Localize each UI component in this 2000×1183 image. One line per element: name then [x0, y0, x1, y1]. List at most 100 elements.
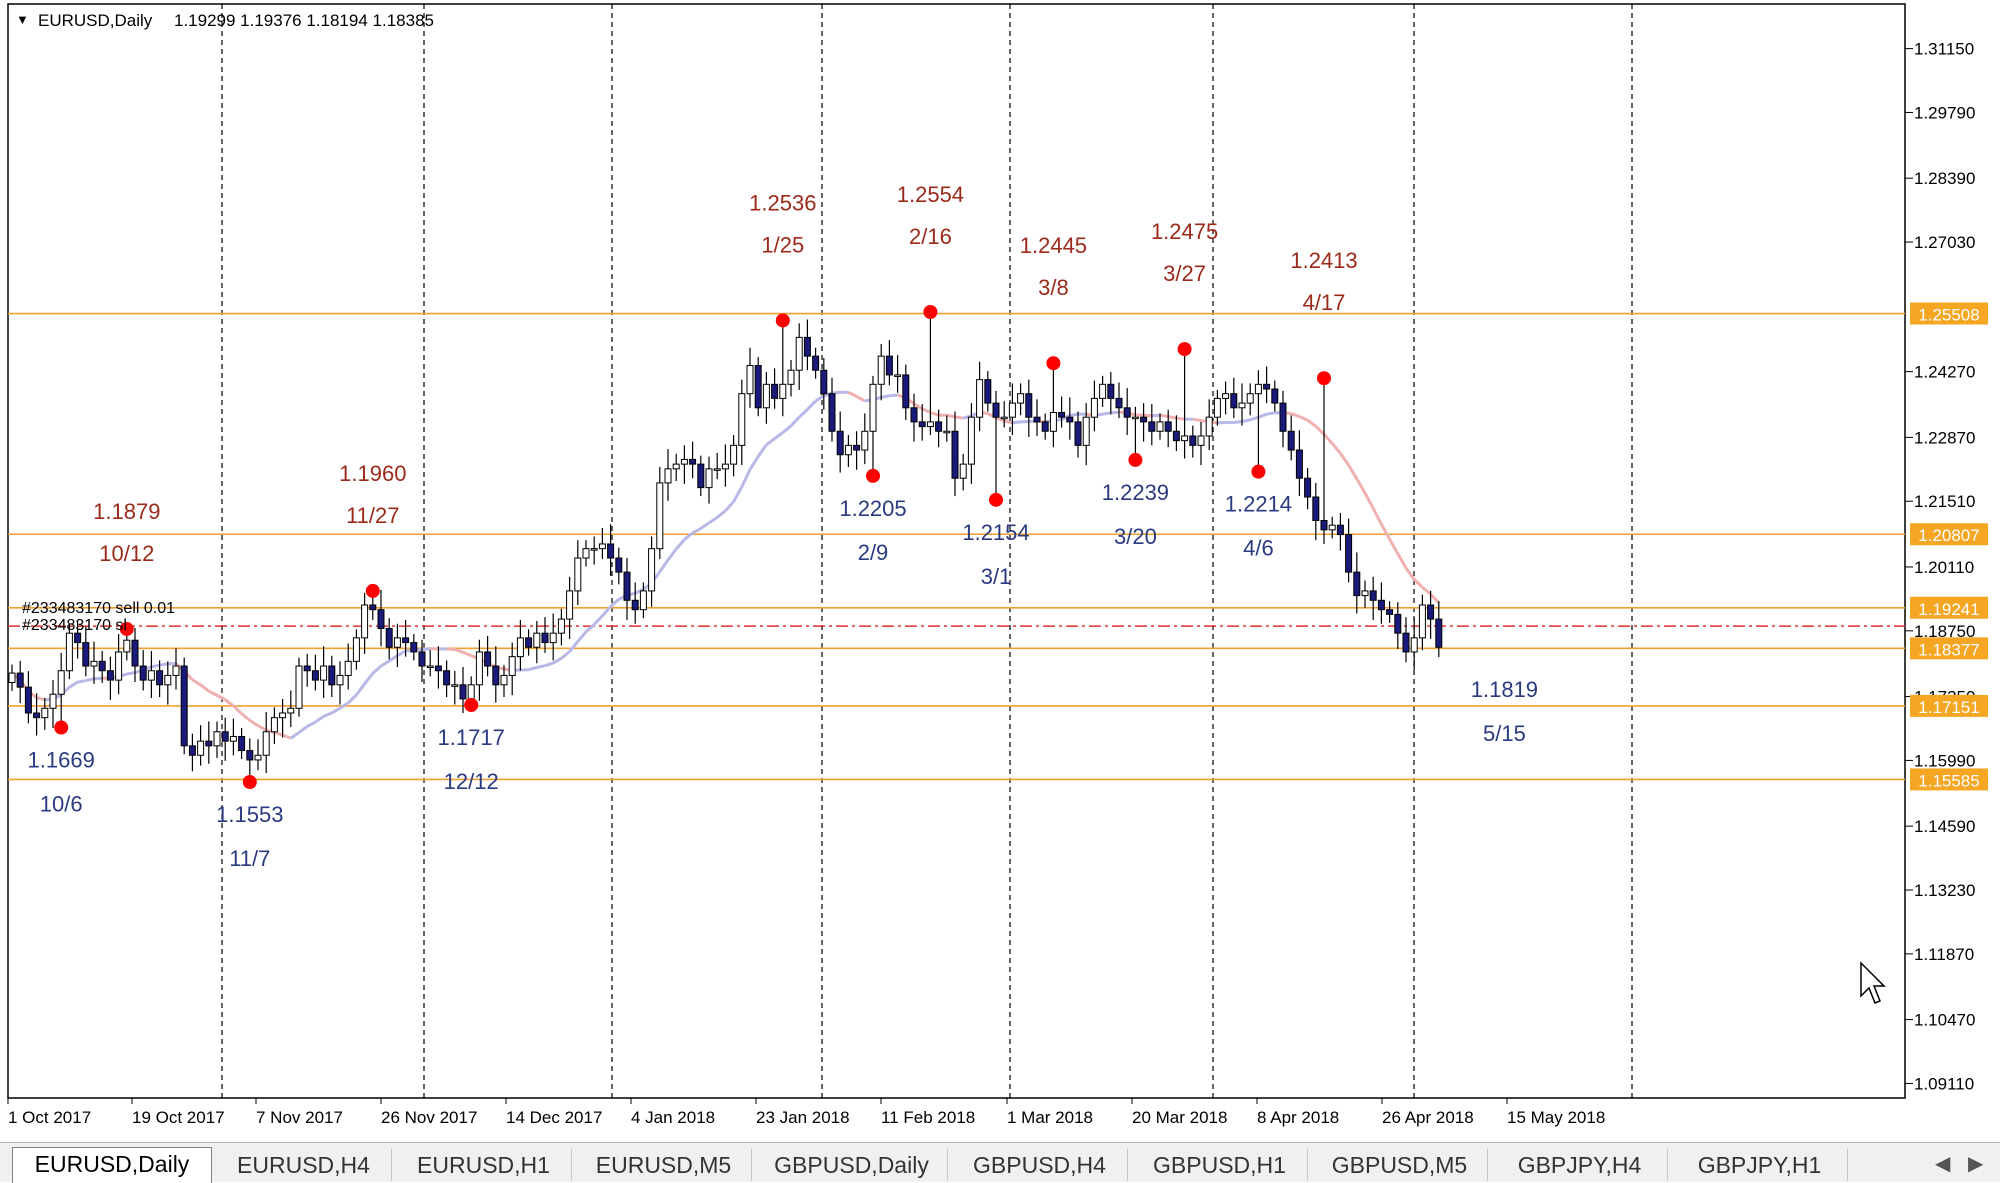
tab-eurusd-m5[interactable]: EURUSD,M5 [576, 1149, 752, 1181]
candle-body [1403, 633, 1409, 652]
tab-eurusd-h1[interactable]: EURUSD,H1 [396, 1149, 572, 1181]
candle-body [312, 671, 318, 680]
candle-body [1313, 497, 1319, 520]
candle-body [1346, 535, 1352, 573]
candlestick-chart[interactable]: 1.187910/121.196011/271.25361/251.25542/… [0, 0, 2000, 1142]
candle-body [435, 666, 441, 671]
candle-body [837, 431, 843, 454]
candle-body [353, 638, 359, 661]
moving-average-segment [1242, 420, 1250, 422]
swing-marker [464, 698, 478, 712]
candle-body [181, 666, 187, 746]
x-tick-label: 26 Nov 2017 [381, 1108, 477, 1127]
tab-eurusd-h4[interactable]: EURUSD,H4 [216, 1149, 392, 1181]
y-tick-label: 1.10470 [1914, 1011, 1975, 1030]
tab-gbpjpy-h4[interactable]: GBPJPY,H4 [1492, 1149, 1668, 1181]
candle-body [895, 375, 901, 377]
tab-gbpjpy-h1[interactable]: GBPJPY,H1 [1672, 1149, 1848, 1181]
candle-body [1141, 417, 1147, 422]
swing-marker [776, 313, 790, 327]
candle-body [1370, 591, 1376, 600]
price-level-box-label: 1.15585 [1918, 771, 1979, 790]
candle-body [1124, 408, 1130, 417]
candle-body [444, 671, 450, 685]
tab-gbpusd-h4[interactable]: GBPUSD,H4 [952, 1149, 1128, 1181]
y-tick-label: 1.11870 [1914, 945, 1974, 964]
swing-marker [1046, 356, 1060, 370]
moving-average-segment [94, 678, 102, 679]
x-tick-label: 14 Dec 2017 [506, 1108, 602, 1127]
candle-body [1428, 605, 1434, 619]
x-tick-label: 26 Apr 2018 [1382, 1108, 1474, 1127]
candle-body [813, 356, 819, 370]
annotation-price: 1.1669 [28, 748, 95, 773]
candle-body [993, 403, 999, 417]
candle-body [886, 356, 892, 375]
annotation-date: 4/6 [1243, 536, 1274, 561]
y-tick-label: 1.20110 [1914, 558, 1974, 577]
scroll-left-icon[interactable]: ◀ [1935, 1151, 1950, 1176]
triangle-down-icon: ▼ [16, 12, 29, 27]
candle-body [1198, 436, 1204, 445]
moving-average-segment [832, 392, 840, 393]
candle-body [17, 673, 23, 687]
candle-body [263, 732, 269, 755]
annotation-price: 1.2536 [749, 190, 816, 215]
candle-body [288, 708, 294, 713]
candle-body [1329, 525, 1335, 530]
tab-gbpusd-m5[interactable]: GBPUSD,M5 [1312, 1149, 1488, 1181]
swing-marker [1317, 371, 1331, 385]
candle-body [796, 337, 802, 370]
candle-body [1321, 520, 1327, 529]
candle-body [1231, 394, 1237, 408]
x-tick-label: 11 Feb 2018 [881, 1108, 975, 1127]
annotation-price: 1.2475 [1151, 219, 1218, 244]
annotation-date: 1/25 [761, 232, 804, 257]
candle-body [1272, 389, 1278, 403]
candle-body [452, 685, 458, 687]
swing-marker [1178, 342, 1192, 356]
moving-average-segment [881, 396, 889, 398]
candle-body [1387, 610, 1393, 615]
candle-body [58, 671, 64, 694]
candle-body [821, 370, 827, 393]
candle-body [1091, 398, 1097, 417]
y-tick-label: 1.22870 [1914, 428, 1975, 447]
candle-body [1173, 431, 1179, 440]
candle-body [1075, 422, 1081, 445]
candle-body [476, 652, 482, 685]
swing-marker [54, 721, 68, 735]
candle-body [206, 741, 212, 746]
moving-average-segment [127, 673, 135, 675]
candle-body [1116, 398, 1122, 407]
tab-gbpusd-daily[interactable]: GBPUSD,Daily [756, 1149, 948, 1181]
candle-body [763, 384, 769, 407]
moving-average-segment [447, 649, 455, 650]
moving-average-segment [37, 698, 45, 700]
candle-body [42, 708, 48, 717]
candle-body [329, 666, 335, 685]
moving-average-segment [1193, 419, 1201, 420]
candle-body [1067, 417, 1073, 422]
candle-body [157, 671, 163, 685]
candle-body [66, 633, 72, 671]
candle-body [198, 741, 204, 755]
tab-eurusd-daily[interactable]: EURUSD,Daily [12, 1147, 212, 1183]
candle-body [665, 469, 671, 483]
scroll-right-icon[interactable]: ▶ [1968, 1151, 1983, 1176]
candle-body [214, 732, 220, 746]
moving-average-segment [1144, 415, 1152, 416]
x-tick-label: 4 Jan 2018 [631, 1108, 715, 1127]
candle-body [50, 694, 56, 708]
y-tick-label: 1.13230 [1914, 881, 1975, 900]
candle-body [485, 652, 491, 666]
candle-body [534, 633, 540, 647]
candle-body [501, 675, 507, 684]
x-tick-label: 8 Apr 2018 [1257, 1108, 1339, 1127]
candle-body [370, 605, 376, 610]
moving-average-segment [1070, 414, 1078, 415]
tab-gbpusd-h1[interactable]: GBPUSD,H1 [1132, 1149, 1308, 1181]
candle-body [1206, 417, 1212, 436]
candle-body [1018, 394, 1024, 403]
